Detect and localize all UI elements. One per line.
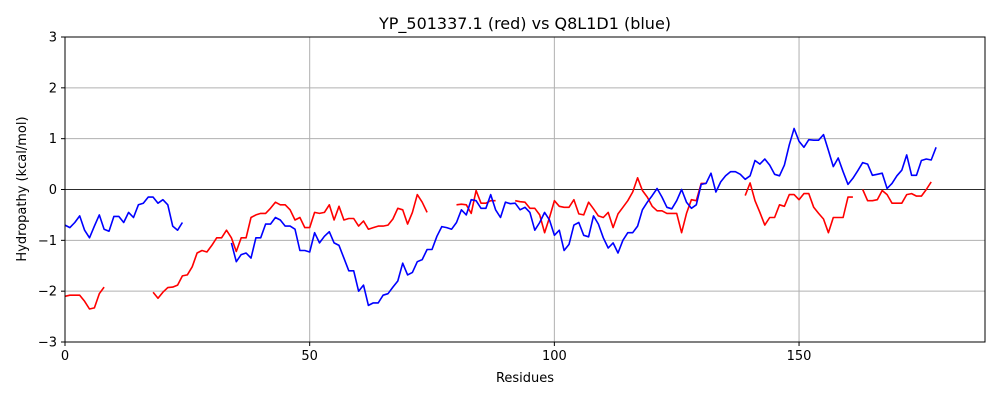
x-axis-ticks: 0 50 100 150	[61, 342, 812, 364]
y-tick-label: −3	[38, 336, 57, 351]
y-tick-label: 1	[49, 132, 57, 147]
series-lines	[64, 127, 937, 310]
y-tick-label: 0	[49, 183, 57, 198]
series-1-line	[152, 193, 428, 300]
x-tick-label: 50	[301, 349, 318, 364]
y-tick-label: 2	[49, 81, 57, 96]
series-1-line	[744, 182, 853, 234]
series-1-line	[64, 286, 105, 310]
series-1-line	[515, 177, 707, 234]
y-tick-label: −2	[38, 285, 57, 300]
x-tick-label: 150	[787, 349, 812, 364]
x-axis-label: Residues	[496, 371, 554, 386]
y-axis-ticks: −3 −2 −1 0 1 2 3	[38, 31, 65, 351]
series-1-line	[861, 181, 932, 204]
y-tick-label: 3	[49, 31, 57, 46]
x-tick-label: 100	[542, 349, 567, 364]
series-2-line	[64, 196, 184, 239]
x-tick-label: 0	[61, 349, 69, 364]
y-tick-label: −1	[38, 234, 57, 249]
y-axis-label: Hydropathy (kcal/mol)	[15, 116, 30, 261]
chart-title: YP_501337.1 (red) vs Q8L1D1 (blue)	[378, 14, 671, 34]
series-2-line	[230, 127, 937, 307]
